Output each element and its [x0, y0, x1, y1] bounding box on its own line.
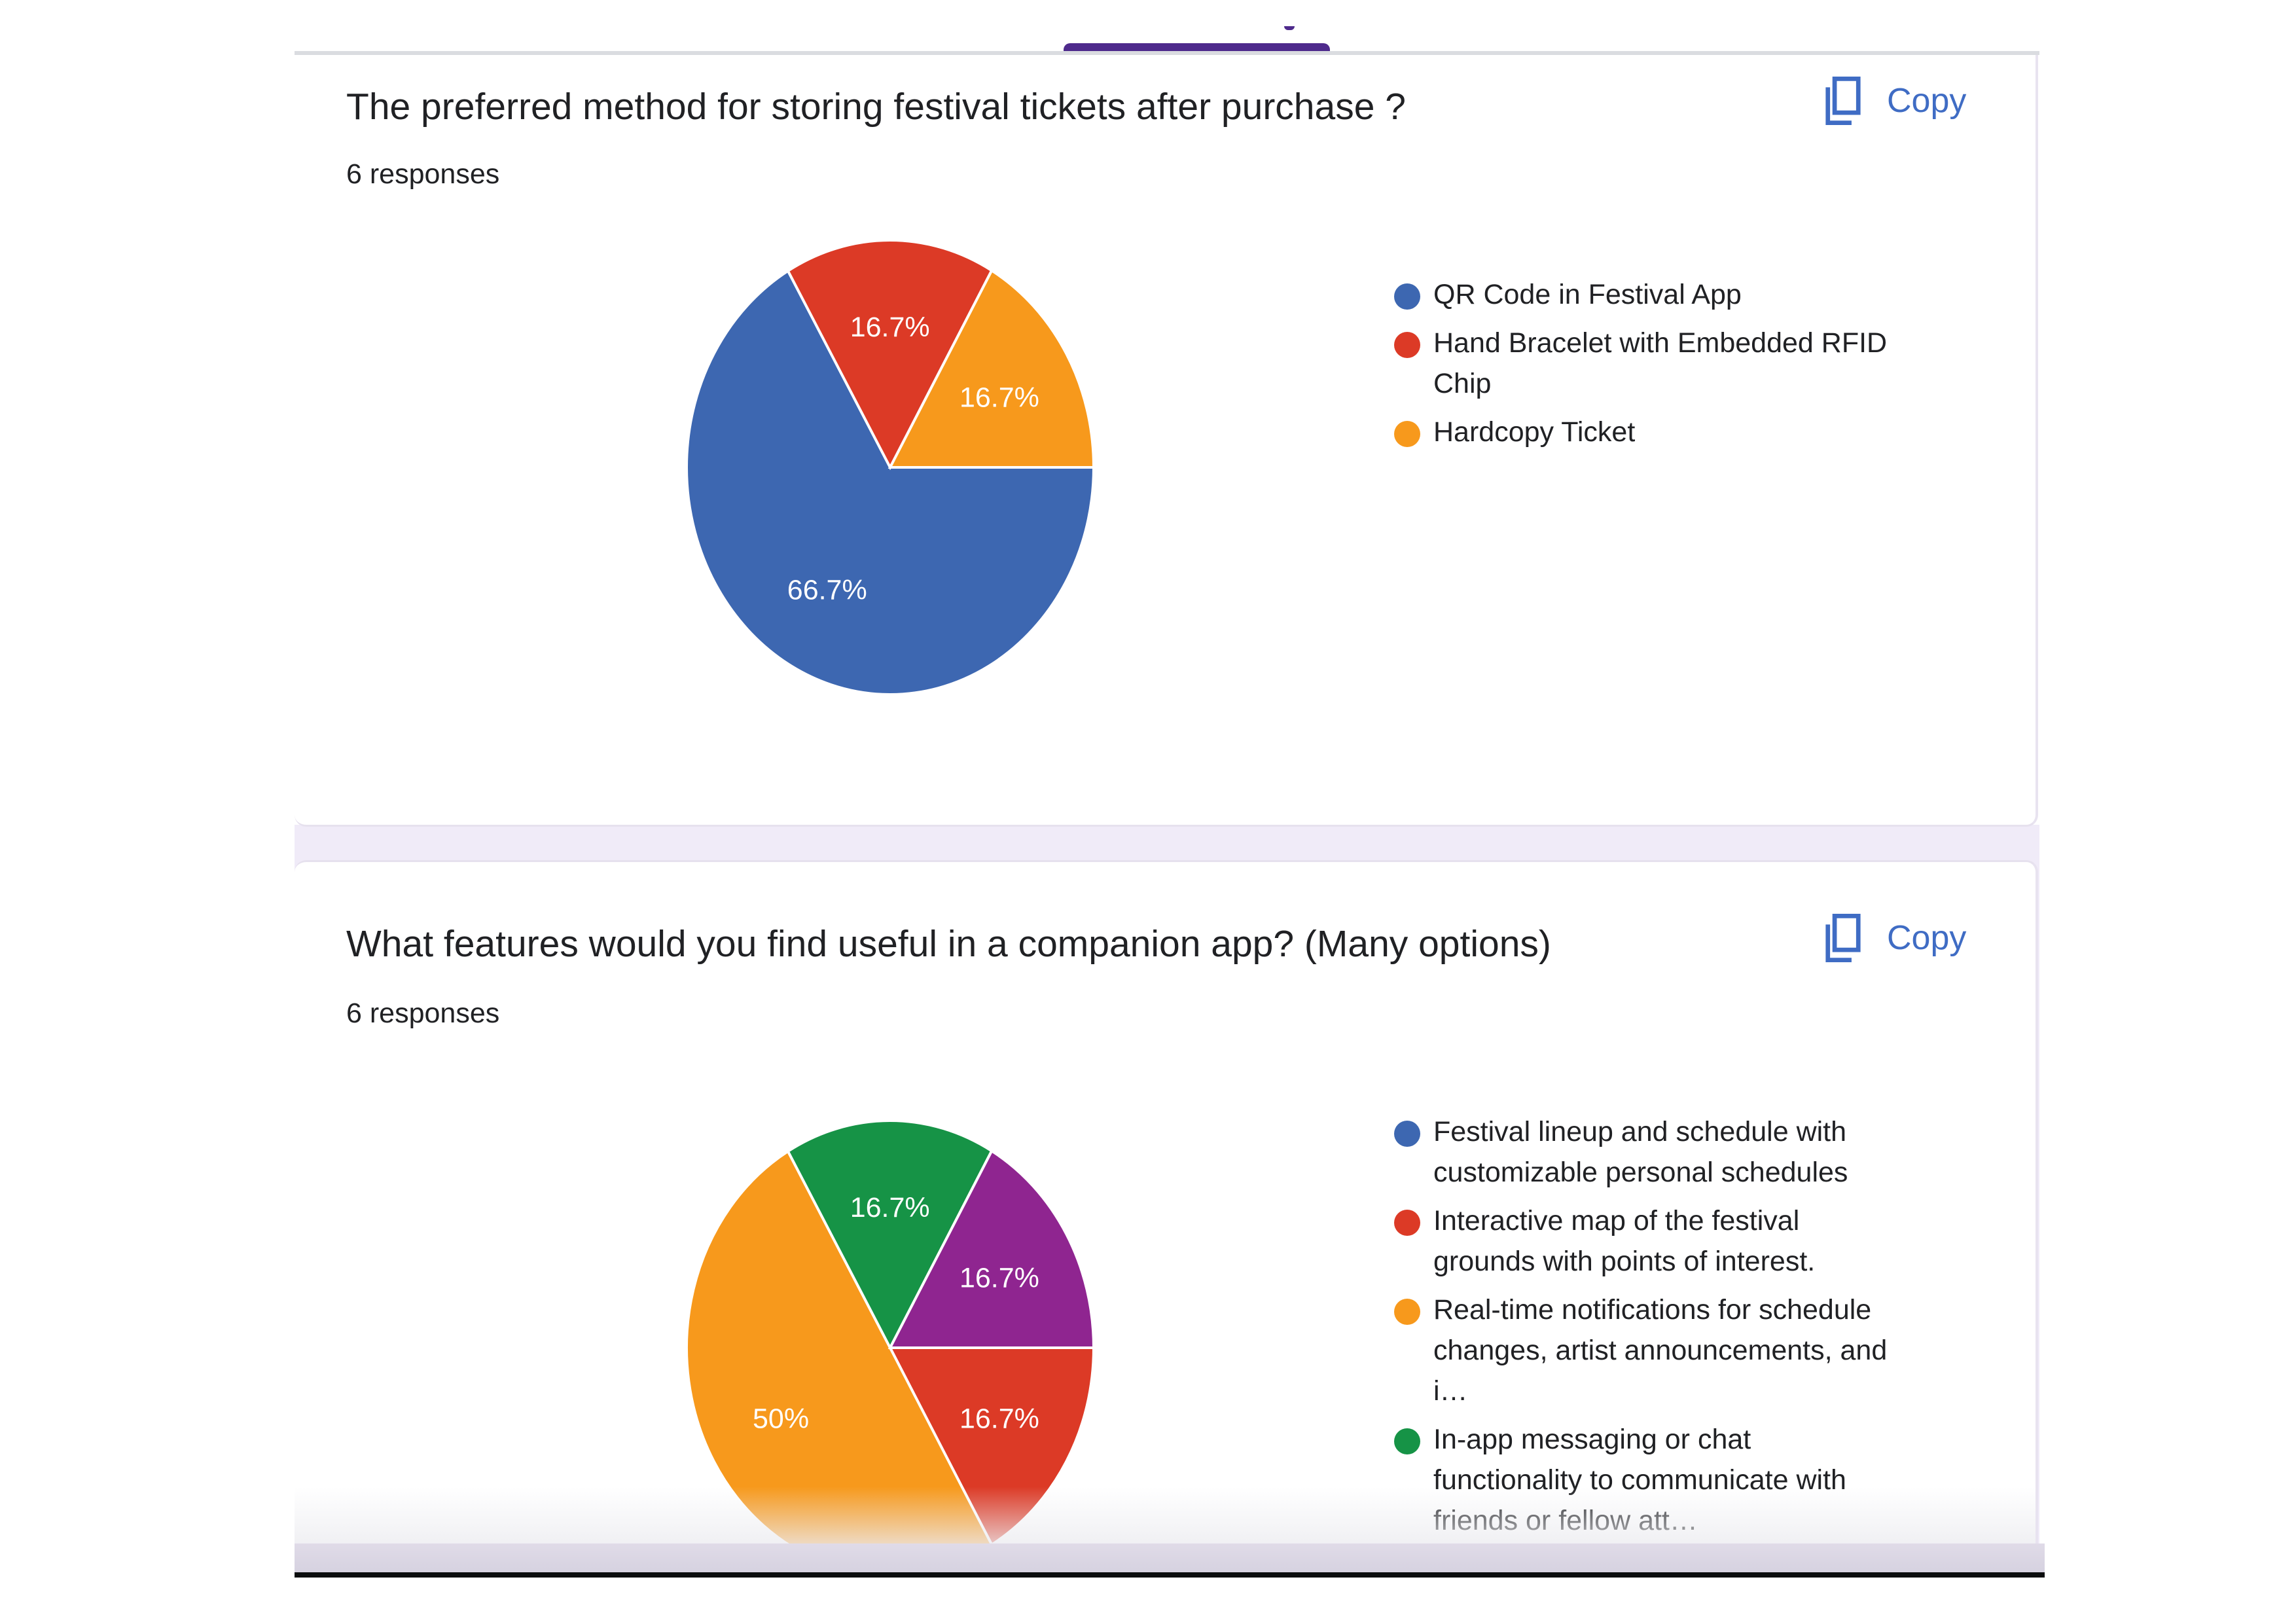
- bottom-bar: [295, 1543, 2045, 1572]
- legend-item[interactable]: Festival lineup and schedule with custom…: [1394, 1111, 1905, 1193]
- chart-legend: Festival lineup and schedule with custom…: [1394, 1111, 1905, 1545]
- pie-slice[interactable]: [888, 1149, 1096, 1349]
- copy-label: Copy: [1887, 919, 1967, 957]
- legend-label: Real-time notifications for schedule cha…: [1433, 1294, 1888, 1407]
- legend-item[interactable]: Hardcopy Ticket: [1394, 412, 1905, 452]
- tab-indicator-dot: [1284, 26, 1295, 30]
- legend-item[interactable]: Real-time notifications for schedule cha…: [1394, 1290, 1905, 1411]
- question-card-1: The preferred method for storing festiva…: [295, 55, 2038, 827]
- copy-icon: [1825, 914, 1861, 962]
- legend-swatch-icon: [1394, 421, 1420, 447]
- copy-button[interactable]: Copy: [1823, 912, 1966, 964]
- pie-slice[interactable]: [786, 1119, 994, 1351]
- divider: [295, 51, 2039, 55]
- question-title: What features would you find useful in a…: [346, 923, 1551, 965]
- pie-slice[interactable]: [786, 239, 994, 471]
- active-tab-indicator: [1064, 43, 1330, 52]
- legend-item[interactable]: Interactive map of the festival grounds …: [1394, 1200, 1905, 1282]
- pie-slice-label: 16.7%: [850, 312, 930, 343]
- pie-slice-label: 16.7%: [960, 1262, 1039, 1293]
- pie-chart: 16.7% 50% 16.7% 16.7%: [685, 1119, 1096, 1545]
- legend-swatch-icon: [1394, 332, 1420, 358]
- pie-slice-label: 16.7%: [850, 1192, 930, 1223]
- response-count: 6 responses: [346, 158, 500, 190]
- copy-button[interactable]: Copy: [1823, 75, 1966, 127]
- legend-swatch-icon: [1394, 1428, 1420, 1454]
- pie-chart: 66.7% 16.7% 16.7%: [685, 239, 1096, 696]
- pie-slice-label: 50%: [753, 1403, 809, 1435]
- pie-slice-label: 16.7%: [960, 382, 1039, 413]
- pie-slice[interactable]: [685, 1149, 994, 1545]
- chart-legend: QR Code in Festival App Hand Bracelet wit…: [1394, 274, 1905, 460]
- legend-swatch-icon: [1394, 1121, 1420, 1147]
- legend-label: QR Code in Festival App: [1433, 279, 1742, 310]
- window-edge: [295, 1572, 2045, 1578]
- response-count: 6 responses: [346, 998, 500, 1029]
- legend-swatch-icon: [1394, 1210, 1420, 1236]
- legend-item[interactable]: QR Code in Festival App: [1394, 274, 1905, 315]
- copy-icon: [1825, 77, 1861, 125]
- question-card-2: What features would you find useful in a…: [295, 860, 2038, 1545]
- legend-label: Hand Bracelet with Embedded RFID Chip: [1433, 327, 1888, 399]
- pie-slice[interactable]: [888, 268, 1096, 469]
- legend-label: Festival lineup and schedule with custom…: [1433, 1116, 1848, 1188]
- legend-label: In-app messaging or chat functionality t…: [1433, 1424, 1846, 1536]
- legend-swatch-icon: [1394, 283, 1420, 310]
- legend-item[interactable]: In-app messaging or chat functionality t…: [1394, 1419, 1905, 1541]
- legend-item[interactable]: Hand Bracelet with Embedded RFID Chip: [1394, 323, 1905, 404]
- pie-slice[interactable]: [685, 268, 1096, 696]
- copy-label: Copy: [1887, 82, 1967, 120]
- legend-label: Interactive map of the festival grounds …: [1433, 1205, 1816, 1277]
- question-title: The preferred method for storing festiva…: [346, 86, 1406, 128]
- legend-swatch-icon: [1394, 1299, 1420, 1325]
- pie-slice-label: 16.7%: [960, 1403, 1039, 1435]
- pie-slice-label: 66.7%: [787, 574, 867, 605]
- legend-label: Hardcopy Ticket: [1433, 416, 1636, 448]
